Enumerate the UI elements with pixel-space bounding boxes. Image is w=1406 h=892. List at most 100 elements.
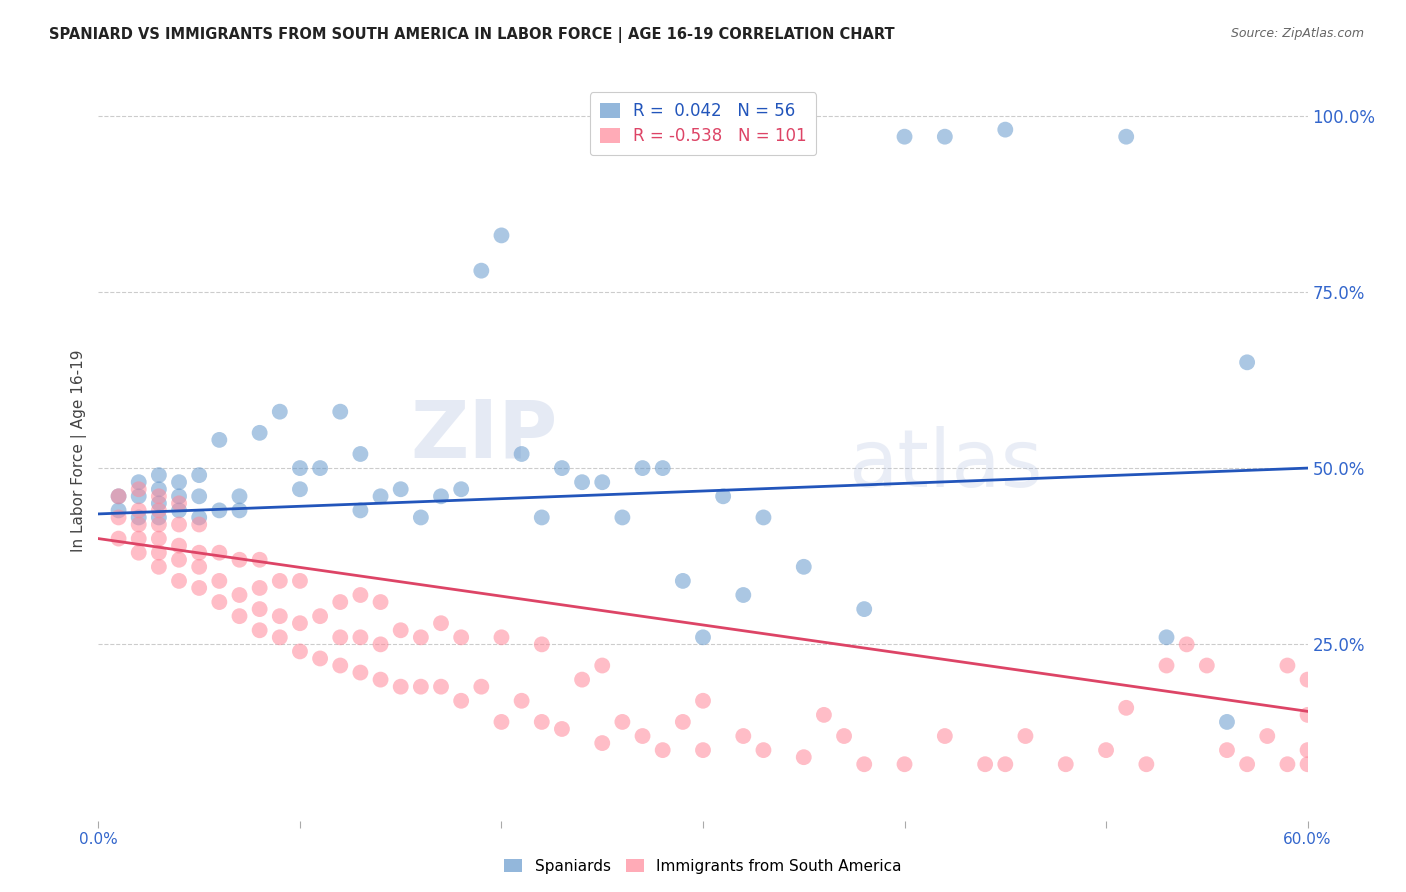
Point: [1135, 757, 1157, 772]
Point: [1156, 658, 1178, 673]
Point: [128, 510, 150, 524]
Point: [612, 714, 634, 729]
Point: [1296, 757, 1319, 772]
Point: [389, 680, 412, 694]
Point: [167, 503, 190, 517]
Point: [994, 757, 1017, 772]
Point: [349, 503, 371, 517]
Point: [269, 574, 291, 588]
Point: [349, 665, 371, 680]
Point: [148, 532, 170, 546]
Point: [491, 228, 513, 243]
Point: [450, 694, 472, 708]
Point: [1296, 707, 1319, 722]
Point: [148, 517, 170, 532]
Point: [288, 616, 311, 631]
Point: [188, 517, 211, 532]
Point: [491, 630, 513, 644]
Point: [1296, 673, 1319, 687]
Point: [249, 602, 271, 616]
Point: [651, 743, 673, 757]
Point: [692, 694, 714, 708]
Text: SPANIARD VS IMMIGRANTS FROM SOUTH AMERICA IN LABOR FORCE | AGE 16-19 CORRELATION: SPANIARD VS IMMIGRANTS FROM SOUTH AMERIC…: [49, 27, 894, 43]
Point: [167, 496, 190, 510]
Point: [409, 630, 432, 644]
Point: [128, 532, 150, 546]
Point: [1054, 757, 1077, 772]
Point: [430, 489, 453, 503]
Point: [571, 673, 593, 687]
Point: [571, 475, 593, 490]
Point: [288, 574, 311, 588]
Point: [269, 405, 291, 419]
Point: [530, 510, 553, 524]
Point: [188, 468, 211, 483]
Point: [1115, 701, 1137, 715]
Point: [309, 609, 332, 624]
Point: [148, 559, 170, 574]
Point: [793, 750, 815, 764]
Point: [1095, 743, 1118, 757]
Point: [107, 510, 129, 524]
Point: [692, 630, 714, 644]
Point: [491, 714, 513, 729]
Point: [370, 637, 392, 651]
Point: [1014, 729, 1036, 743]
Point: [389, 482, 412, 496]
Point: [167, 475, 190, 490]
Point: [148, 546, 170, 560]
Point: [349, 588, 371, 602]
Point: [934, 129, 956, 144]
Point: [1236, 757, 1258, 772]
Point: [1256, 729, 1278, 743]
Point: [208, 595, 231, 609]
Point: [934, 729, 956, 743]
Point: [994, 122, 1017, 136]
Point: [551, 461, 574, 475]
Point: [591, 658, 613, 673]
Point: [148, 489, 170, 503]
Point: [148, 482, 170, 496]
Point: [631, 729, 654, 743]
Point: [672, 574, 695, 588]
Point: [530, 714, 553, 729]
Point: [309, 651, 332, 665]
Point: [128, 503, 150, 517]
Point: [612, 510, 634, 524]
Point: [974, 757, 997, 772]
Point: [430, 616, 453, 631]
Point: [128, 517, 150, 532]
Point: [188, 489, 211, 503]
Point: [1175, 637, 1198, 651]
Point: [1277, 757, 1299, 772]
Text: Source: ZipAtlas.com: Source: ZipAtlas.com: [1230, 27, 1364, 40]
Point: [107, 503, 129, 517]
Point: [470, 680, 492, 694]
Point: [672, 714, 695, 729]
Point: [893, 129, 915, 144]
Point: [591, 736, 613, 750]
Text: ZIP: ZIP: [411, 397, 558, 475]
Legend: Spaniards, Immigrants from South America: Spaniards, Immigrants from South America: [498, 853, 908, 880]
Point: [249, 624, 271, 638]
Point: [208, 433, 231, 447]
Point: [631, 461, 654, 475]
Point: [329, 630, 352, 644]
Point: [148, 510, 170, 524]
Point: [470, 263, 492, 277]
Point: [228, 503, 250, 517]
Point: [148, 503, 170, 517]
Point: [450, 482, 472, 496]
Point: [107, 532, 129, 546]
Point: [167, 489, 190, 503]
Point: [1115, 129, 1137, 144]
Point: [148, 468, 170, 483]
Point: [269, 609, 291, 624]
Point: [128, 489, 150, 503]
Point: [510, 694, 533, 708]
Point: [167, 574, 190, 588]
Point: [167, 517, 190, 532]
Point: [288, 482, 311, 496]
Point: [167, 553, 190, 567]
Point: [793, 559, 815, 574]
